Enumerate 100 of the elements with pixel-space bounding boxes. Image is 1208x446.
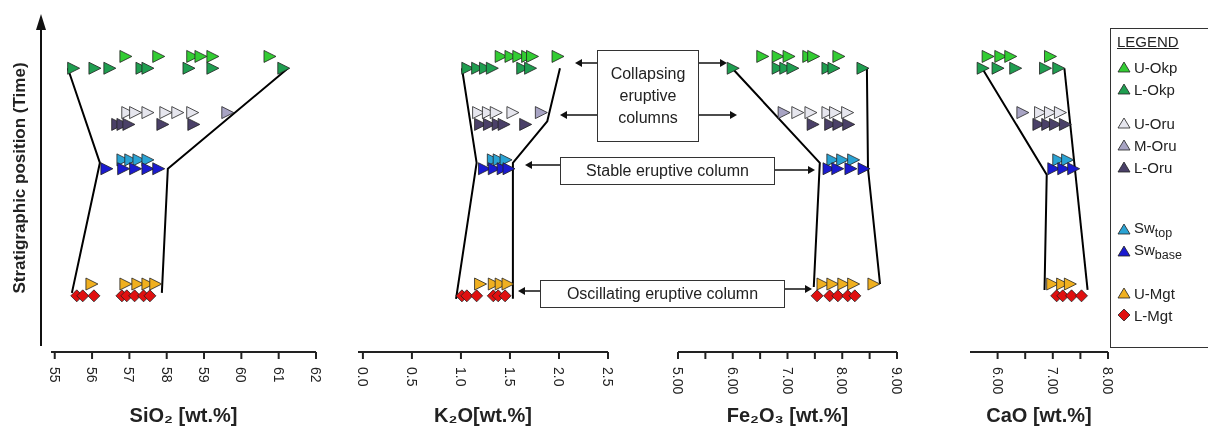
point bbox=[474, 277, 487, 291]
legend-label: U-Oru bbox=[1134, 114, 1175, 132]
point bbox=[842, 118, 856, 131]
point bbox=[141, 106, 155, 119]
point bbox=[206, 50, 220, 63]
point bbox=[526, 50, 539, 63]
x-tick-label: 0.5 bbox=[403, 367, 420, 387]
point bbox=[1061, 153, 1074, 167]
x-tick-label: 7.00 bbox=[779, 367, 796, 395]
point bbox=[76, 289, 90, 303]
point bbox=[831, 289, 845, 303]
point bbox=[551, 50, 565, 63]
point bbox=[489, 106, 503, 119]
point bbox=[1004, 50, 1018, 63]
point bbox=[844, 162, 858, 176]
callout-box: Collapsing eruptive columns bbox=[597, 50, 699, 142]
point bbox=[277, 61, 291, 75]
legend-label: Sw$_{base}$ bbox=[1134, 240, 1182, 262]
point bbox=[502, 162, 516, 176]
point bbox=[771, 50, 785, 63]
x-tick-label: 58 bbox=[158, 367, 175, 383]
point bbox=[857, 162, 871, 176]
point bbox=[524, 61, 537, 75]
point bbox=[159, 106, 173, 119]
x-tick-label: 2.5 bbox=[600, 367, 616, 387]
x-tick-label: 1.5 bbox=[501, 367, 518, 387]
point bbox=[501, 277, 515, 291]
point bbox=[171, 106, 185, 119]
point bbox=[143, 289, 157, 303]
point bbox=[831, 162, 845, 176]
point bbox=[807, 50, 821, 63]
legend-label: L-Okp bbox=[1134, 80, 1175, 98]
point bbox=[221, 106, 235, 119]
point bbox=[1016, 106, 1030, 119]
point bbox=[1054, 106, 1067, 119]
legend-title: LEGEND bbox=[1117, 33, 1180, 50]
x-tick-label: 61 bbox=[270, 367, 287, 383]
point bbox=[826, 277, 840, 291]
point bbox=[1075, 289, 1088, 303]
point bbox=[152, 162, 166, 176]
point bbox=[1065, 289, 1078, 303]
point bbox=[847, 153, 861, 167]
point bbox=[497, 118, 511, 131]
point bbox=[756, 50, 770, 63]
x-tick-label: 55 bbox=[46, 367, 63, 383]
point bbox=[263, 50, 277, 63]
point bbox=[186, 106, 200, 119]
point bbox=[85, 277, 99, 291]
point bbox=[1052, 61, 1066, 75]
point bbox=[841, 106, 855, 119]
point bbox=[119, 50, 133, 63]
point bbox=[534, 106, 548, 119]
point bbox=[981, 50, 995, 63]
point bbox=[100, 162, 114, 176]
x-tick-label: 8.00 bbox=[1100, 367, 1116, 395]
point bbox=[149, 277, 163, 291]
point bbox=[1044, 50, 1057, 63]
x-tick-label: 6.00 bbox=[989, 367, 1006, 395]
point bbox=[460, 289, 474, 303]
legend-label: L-Oru bbox=[1134, 158, 1173, 176]
x-tick-label: 8.00 bbox=[834, 367, 851, 395]
point bbox=[470, 289, 484, 303]
point bbox=[848, 289, 862, 303]
point bbox=[129, 162, 143, 176]
point bbox=[1009, 61, 1023, 75]
point bbox=[485, 61, 499, 75]
point bbox=[1067, 162, 1081, 176]
point bbox=[87, 289, 101, 303]
point bbox=[506, 106, 520, 119]
legend-label: L-Mgt bbox=[1134, 306, 1173, 324]
point bbox=[1039, 61, 1052, 75]
point bbox=[156, 118, 170, 131]
point bbox=[847, 277, 861, 291]
point bbox=[67, 61, 81, 75]
point bbox=[88, 61, 102, 75]
callout-box: Stable eruptive column bbox=[560, 157, 775, 185]
point bbox=[152, 50, 166, 63]
y-axis-title: Stratigraphic position (Time) bbox=[10, 61, 30, 296]
x-tick-label: 9.00 bbox=[889, 367, 905, 395]
point bbox=[119, 277, 133, 291]
point bbox=[791, 106, 805, 119]
point bbox=[976, 61, 990, 75]
point bbox=[141, 61, 155, 75]
point bbox=[194, 50, 208, 63]
point bbox=[122, 118, 136, 131]
point bbox=[991, 61, 1005, 75]
legend-label: U-Okp bbox=[1134, 58, 1178, 76]
point bbox=[1058, 118, 1072, 131]
point bbox=[182, 61, 196, 75]
point bbox=[117, 162, 131, 176]
x-tick-label: 1.0 bbox=[452, 367, 469, 387]
x-axis-title: CaO [wt.%] bbox=[985, 404, 1093, 427]
point bbox=[804, 106, 818, 119]
x-axis-title: Fe₂O₃ [wt.%] bbox=[725, 404, 850, 427]
x-tick-label: 7.00 bbox=[1044, 367, 1061, 395]
point bbox=[782, 50, 796, 63]
point bbox=[829, 106, 842, 119]
callout-box: Oscillating eruptive column bbox=[540, 280, 785, 308]
x-tick-label: 57 bbox=[121, 367, 138, 383]
x-tick-label: 56 bbox=[84, 367, 101, 383]
